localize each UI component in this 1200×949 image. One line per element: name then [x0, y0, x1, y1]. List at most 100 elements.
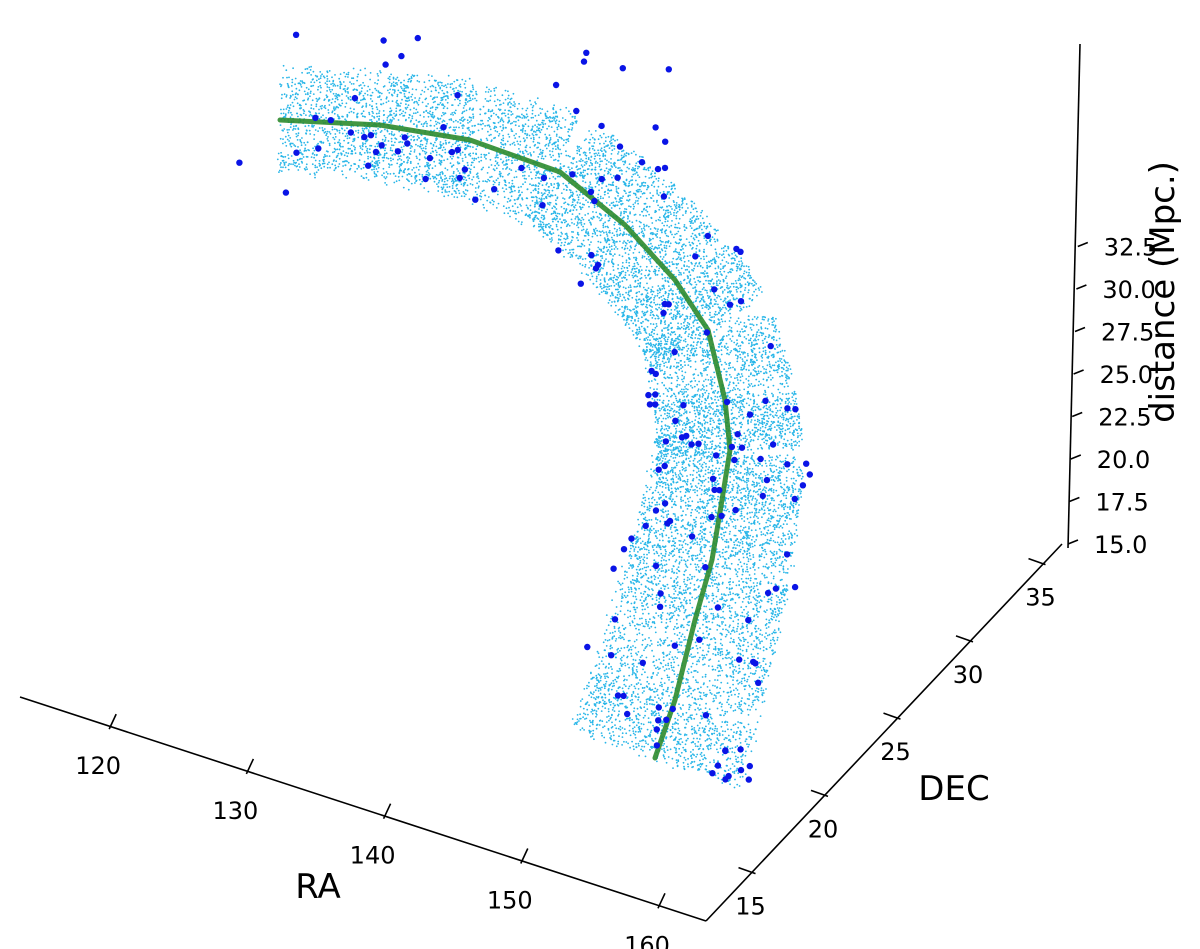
tube-point — [668, 226, 671, 228]
tube-point — [714, 509, 717, 512]
tube-point — [436, 127, 439, 130]
tube-point — [788, 486, 790, 489]
tube-point — [644, 755, 647, 758]
tube-point — [624, 299, 627, 301]
tube-point — [613, 234, 616, 237]
tube-point — [725, 550, 728, 553]
tube-point — [653, 544, 656, 546]
tube-point — [727, 330, 730, 333]
tube-point — [726, 682, 729, 684]
tube-point — [292, 159, 295, 162]
tube-point — [679, 706, 682, 709]
tube-point — [617, 727, 620, 730]
tube-point — [655, 550, 658, 553]
tube-point — [384, 147, 387, 150]
tube-point — [629, 284, 632, 287]
tube-point — [792, 394, 795, 396]
tube-point — [679, 248, 682, 251]
tube-point — [524, 130, 527, 132]
tube-point — [479, 113, 482, 116]
tube-point — [576, 172, 579, 175]
tube-point — [792, 471, 795, 473]
tube-point — [638, 659, 641, 661]
tube-point — [698, 691, 701, 694]
tube-point — [680, 526, 683, 528]
tube-point — [739, 628, 742, 630]
tube-point — [585, 157, 588, 160]
tube-point — [646, 319, 649, 322]
tube-point — [644, 710, 647, 712]
tube-point — [698, 404, 700, 407]
tube-point — [643, 311, 646, 314]
tube-point — [785, 480, 788, 482]
tube-point — [765, 553, 768, 556]
tube-point — [599, 677, 602, 679]
tube-point — [733, 541, 735, 544]
tube-point — [719, 654, 722, 657]
tube-point — [714, 272, 717, 275]
tube-point — [536, 97, 539, 100]
tube-point — [764, 576, 766, 579]
tube-point — [455, 126, 458, 129]
tube-point — [733, 786, 736, 789]
tube-point — [450, 93, 453, 96]
tube-point — [643, 227, 645, 230]
tube-point — [416, 157, 418, 160]
tube-point — [338, 157, 341, 160]
tube-point — [684, 411, 687, 413]
tube-point — [297, 134, 299, 137]
tube-point — [768, 665, 771, 668]
tube-point — [741, 591, 744, 593]
tube-point — [664, 757, 666, 760]
tube-point — [654, 303, 657, 306]
tube-point — [605, 202, 608, 204]
tube-point — [280, 84, 283, 86]
tube-point — [692, 518, 695, 521]
tube-point — [462, 184, 465, 187]
tube-point — [658, 443, 660, 446]
tube-point — [696, 543, 699, 546]
tube-point — [652, 335, 654, 338]
tube-point — [617, 742, 619, 745]
tube-point — [654, 351, 656, 353]
tube-point — [744, 356, 746, 358]
tube-point — [665, 622, 668, 624]
tube-point — [610, 665, 612, 668]
tube-point — [643, 502, 646, 505]
tube-point — [708, 350, 711, 352]
tube-point — [382, 110, 385, 112]
tube-point — [668, 658, 671, 660]
tube-point — [635, 589, 637, 591]
tube-point — [693, 575, 696, 578]
tube-point — [477, 177, 480, 180]
tube-point — [618, 720, 621, 723]
tube-point — [743, 459, 746, 462]
tube-point — [689, 421, 691, 424]
tube-point — [772, 577, 775, 580]
tube-point — [452, 143, 454, 146]
tube-point — [747, 419, 749, 422]
tube-point — [781, 416, 783, 419]
tube-point — [686, 559, 689, 562]
tube-point — [784, 543, 787, 546]
tube-point — [459, 102, 461, 105]
tube-point — [715, 583, 718, 585]
tube-point — [753, 544, 756, 547]
tube-point — [522, 175, 524, 177]
tube-point — [502, 160, 505, 163]
tube-point — [720, 648, 723, 650]
tube-point — [367, 179, 370, 181]
tube-point — [459, 86, 462, 88]
tube-point — [619, 725, 622, 728]
tube-point — [495, 156, 498, 158]
tube-point — [315, 79, 318, 82]
tube-point — [701, 266, 704, 269]
tube-point — [695, 327, 698, 330]
tube-point — [676, 657, 679, 659]
tube-point — [732, 673, 735, 675]
tube-point — [709, 577, 712, 580]
tube-point — [656, 363, 659, 366]
tube-point — [737, 726, 740, 729]
tube-point — [644, 608, 646, 611]
tube-point — [678, 449, 681, 452]
